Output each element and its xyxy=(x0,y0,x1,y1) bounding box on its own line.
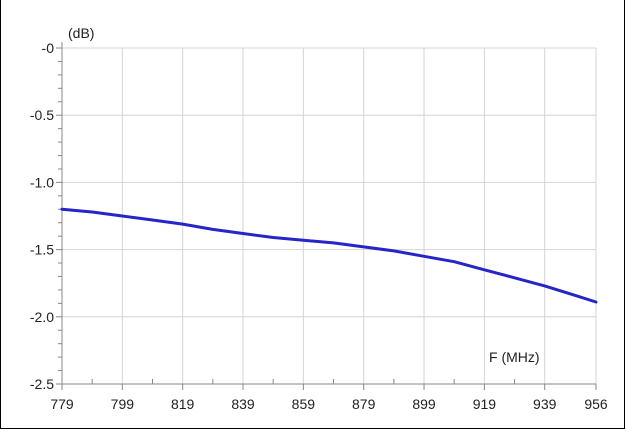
x-tick-label: 899 xyxy=(412,396,436,412)
x-tick-label: 859 xyxy=(292,396,316,412)
y-tick-label: -2.5 xyxy=(30,376,54,392)
ticks xyxy=(56,47,597,390)
x-tick-label: 779 xyxy=(50,396,74,412)
x-tick-label: 919 xyxy=(473,396,497,412)
y-tick-label: -0.5 xyxy=(30,107,54,123)
series-line xyxy=(60,207,598,304)
y-tick-label: -1.0 xyxy=(30,174,54,190)
y-tick-label: -1.5 xyxy=(30,242,54,258)
x-axis-unit-label: F (MHz) xyxy=(489,349,540,365)
x-tick-label: 839 xyxy=(231,396,255,412)
x-tick-label: 956 xyxy=(584,396,608,412)
y-tick-label: -0 xyxy=(42,40,55,56)
axes xyxy=(61,42,596,385)
tick-labels: -0 -0.5 -1.0 -1.5 -2.0 -2.5 779 799 819 839 859 879… xyxy=(30,40,608,412)
y-axis-unit-label: (dB) xyxy=(68,25,94,41)
series-layer xyxy=(60,207,598,304)
x-tick-label: 939 xyxy=(533,396,557,412)
x-tick-label: 879 xyxy=(352,396,376,412)
x-tick-label: 799 xyxy=(111,396,135,412)
y-tick-label: -2.0 xyxy=(30,309,54,325)
x-tick-label: 819 xyxy=(171,396,195,412)
grid-lines xyxy=(62,47,597,384)
